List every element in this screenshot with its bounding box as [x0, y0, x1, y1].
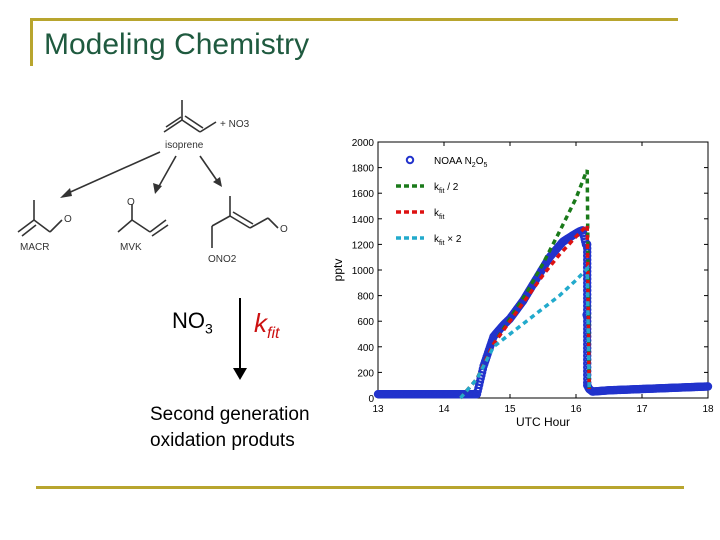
kfit-label: kfit [254, 308, 280, 343]
isoprene-bond [165, 116, 182, 128]
nitrate-bond [229, 215, 251, 229]
macr-bond [33, 219, 51, 233]
x-tick-label: 14 [438, 404, 450, 415]
nitrate-bond [232, 211, 254, 225]
legend-label: kfit [434, 208, 445, 221]
second-generation-text: Second generation oxidation produts [150, 402, 310, 454]
arrow-to-nitrate [199, 155, 219, 183]
legend-label: kfit / 2 [434, 182, 459, 195]
isoprene-label: isoprene [165, 140, 204, 151]
nitrate-bond [249, 217, 269, 229]
legend-box [386, 146, 542, 254]
isoprene-bond [184, 115, 204, 129]
series-line-3 [459, 264, 591, 400]
series-line-2 [459, 221, 591, 400]
mvk-bond [117, 219, 133, 233]
macr-oxygen: O [64, 214, 72, 225]
mvk-bond [151, 224, 169, 237]
nitrate-bond [267, 217, 279, 229]
y-tick-label: 200 [357, 368, 374, 379]
footer-border [36, 486, 684, 489]
macr-bond [49, 219, 63, 233]
title-border-top [30, 18, 678, 21]
y-tick-label: 1400 [352, 215, 375, 226]
mvk-label: MVK [120, 242, 142, 253]
nitrate-oxygen: O [280, 224, 288, 235]
isoprene-bond [181, 119, 201, 133]
x-tick-label: 18 [702, 404, 714, 415]
isoprene-bond [199, 121, 217, 133]
series-line-1 [459, 169, 591, 400]
isoprene-bond [163, 119, 183, 133]
x-tick-label: 16 [570, 404, 582, 415]
no3-label: NO3 [172, 308, 213, 337]
mvk-oxygen: O [127, 197, 135, 208]
x-axis-label: UTC Hour [516, 415, 570, 429]
y-tick-label: 1800 [352, 164, 375, 175]
legend-marker [405, 155, 415, 165]
legend-label: kfit × 2 [434, 234, 462, 247]
nitrate-bond [211, 215, 231, 227]
arrow-to-macr [65, 151, 161, 195]
arrowhead-nitrate [213, 177, 222, 187]
kfit-arrow-head [233, 368, 247, 380]
arrowhead-macr [60, 188, 72, 198]
legend-label: NOAA N2O5 [434, 156, 487, 169]
second-generation-line1: Second generation [150, 404, 310, 425]
y-tick-label: 2000 [352, 138, 375, 149]
y-tick-label: 800 [357, 292, 374, 303]
x-tick-label: 17 [636, 404, 648, 415]
y-tick-label: 1200 [352, 240, 375, 251]
arrow-to-mvk [157, 155, 177, 189]
y-tick-label: 600 [357, 317, 374, 328]
title-border-left [30, 18, 33, 66]
y-tick-label: 1000 [352, 266, 375, 277]
y-axis-label: pptv [331, 259, 345, 282]
y-tick-label: 0 [368, 394, 374, 405]
slide-title: Modeling Chemistry [44, 28, 310, 61]
x-tick-label: 13 [372, 404, 384, 415]
nitrate-label: ONO2 [208, 254, 237, 265]
n2o5-point [703, 382, 713, 391]
y-tick-label: 400 [357, 343, 374, 354]
macr-label: MACR [20, 242, 49, 253]
macr-bond [21, 224, 37, 237]
x-tick-label: 15 [504, 404, 516, 415]
macr-bond [17, 219, 35, 233]
reactant-label: + NO3 [220, 119, 250, 130]
second-generation-line2: oxidation produts [150, 430, 295, 451]
mvk-bond [149, 219, 167, 233]
arrowhead-mvk [153, 183, 162, 194]
mvk-bond [131, 219, 151, 233]
y-tick-label: 1600 [352, 189, 375, 200]
